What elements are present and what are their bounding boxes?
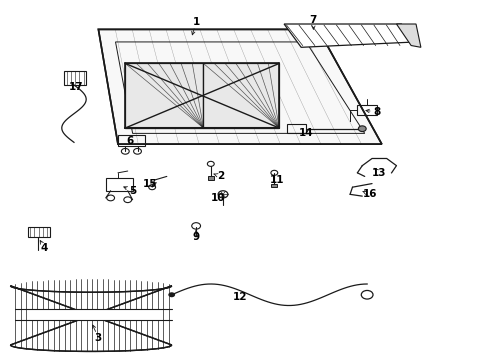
Text: 17: 17 (69, 82, 84, 92)
Text: 12: 12 (233, 292, 247, 302)
Polygon shape (396, 24, 421, 47)
Polygon shape (10, 286, 171, 351)
Circle shape (168, 292, 175, 297)
Text: 7: 7 (310, 15, 317, 26)
Circle shape (218, 191, 228, 198)
Text: 2: 2 (217, 171, 224, 181)
Polygon shape (98, 30, 382, 144)
Polygon shape (208, 176, 214, 180)
Text: 4: 4 (41, 243, 49, 253)
Polygon shape (203, 63, 279, 128)
Text: 10: 10 (211, 193, 225, 203)
Text: 3: 3 (95, 333, 102, 343)
Text: 8: 8 (373, 107, 381, 117)
Text: 14: 14 (299, 129, 314, 138)
Circle shape (358, 126, 366, 132)
Text: 9: 9 (193, 232, 200, 242)
Polygon shape (30, 309, 162, 320)
Text: 15: 15 (143, 179, 157, 189)
Text: 6: 6 (126, 136, 134, 145)
Text: 13: 13 (372, 168, 387, 178)
Polygon shape (125, 63, 203, 128)
Text: 11: 11 (270, 175, 284, 185)
Text: 5: 5 (129, 186, 136, 196)
Polygon shape (271, 184, 277, 187)
Text: 16: 16 (362, 189, 377, 199)
Polygon shape (284, 24, 416, 47)
Text: 1: 1 (193, 17, 200, 27)
